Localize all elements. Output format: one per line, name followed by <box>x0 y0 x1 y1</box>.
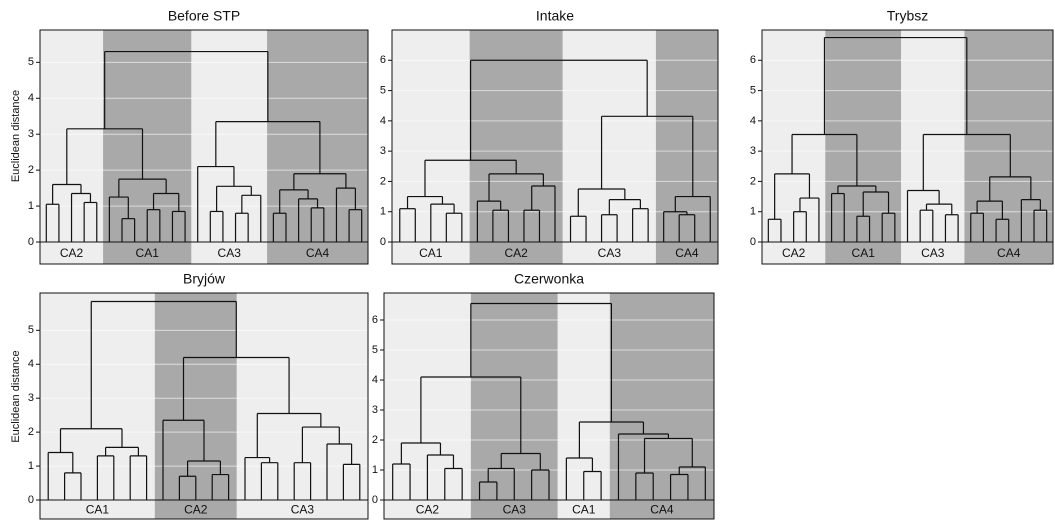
cluster-label: CA3 <box>921 246 945 260</box>
y-tick-label: 4 <box>380 115 386 127</box>
cluster-label: CA3 <box>291 503 315 517</box>
y-tick-label: 0 <box>28 494 34 506</box>
y-tick-label: 2 <box>750 175 756 187</box>
y-tick-label: 2 <box>28 164 34 176</box>
y-tick-label: 0 <box>750 236 756 248</box>
y-tick-label: 1 <box>750 206 756 218</box>
y-tick-label: 3 <box>28 392 34 404</box>
cluster-label: CA2 <box>505 246 529 260</box>
cluster-band <box>609 293 714 519</box>
cluster-label: CA1 <box>86 503 110 517</box>
y-tick-label: 5 <box>380 84 386 96</box>
y-tick-label: 3 <box>372 404 378 416</box>
cluster-band <box>655 30 718 264</box>
chart-title: Czerwonka <box>514 271 584 287</box>
plot-frame <box>761 29 1054 265</box>
y-axis-label: Euclidean distance <box>10 90 22 182</box>
y-tick-label: 2 <box>380 175 386 187</box>
cluster-label: CA2 <box>60 246 84 260</box>
cluster-label: CA1 <box>852 246 876 260</box>
cluster-label: CA2 <box>416 503 440 517</box>
y-tick-label: 5 <box>28 324 34 336</box>
cluster-label: CA3 <box>503 503 527 517</box>
cluster-label: CA4 <box>675 246 699 260</box>
plot-frame <box>383 292 715 520</box>
y-axis-label: Euclidean distance <box>10 350 22 442</box>
y-tick-label: 1 <box>28 200 34 212</box>
cluster-label: CA3 <box>218 246 242 260</box>
cluster-band <box>191 30 268 264</box>
y-tick-label: 4 <box>28 358 34 370</box>
plot-frame <box>39 292 369 520</box>
cluster-label: CA4 <box>997 246 1021 260</box>
plot-frame <box>39 29 369 265</box>
y-tick-label: 4 <box>372 374 378 386</box>
cluster-label: CA4 <box>306 246 330 260</box>
cluster-band <box>267 30 368 264</box>
y-tick-label: 0 <box>372 494 378 506</box>
y-tick-label: 2 <box>372 434 378 446</box>
chart-title: Bryjów <box>183 271 226 287</box>
y-tick-label: 1 <box>380 206 386 218</box>
chart-title: Intake <box>536 8 574 24</box>
cluster-band <box>562 30 656 264</box>
cluster-band <box>825 30 902 264</box>
y-tick-label: 0 <box>28 236 34 248</box>
y-tick-label: 2 <box>28 426 34 438</box>
cluster-label: CA2 <box>184 503 208 517</box>
y-tick-label: 0 <box>380 236 386 248</box>
cluster-band <box>469 30 563 264</box>
y-tick-label: 1 <box>28 460 34 472</box>
y-tick-label: 3 <box>750 145 756 157</box>
y-tick-label: 5 <box>750 84 756 96</box>
y-tick-label: 1 <box>372 464 378 476</box>
y-tick-label: 6 <box>750 54 756 66</box>
cluster-label: CA4 <box>650 503 674 517</box>
chart-title: Before STP <box>168 8 240 24</box>
y-tick-label: 4 <box>750 115 756 127</box>
cluster-label: CA3 <box>598 246 622 260</box>
y-tick-label: 5 <box>28 56 34 68</box>
chart-title: Trybsz <box>887 8 928 24</box>
cluster-label: CA1 <box>136 246 160 260</box>
y-tick-label: 4 <box>28 92 34 104</box>
y-tick-label: 3 <box>28 128 34 140</box>
plot-frame <box>391 29 719 265</box>
cluster-label: CA1 <box>572 503 596 517</box>
cluster-label: CA2 <box>782 246 806 260</box>
y-tick-label: 5 <box>372 344 378 356</box>
cluster-band <box>236 293 368 519</box>
cluster-label: CA1 <box>419 246 443 260</box>
y-tick-label: 3 <box>380 145 386 157</box>
y-tick-label: 6 <box>380 54 386 66</box>
y-tick-label: 6 <box>372 314 378 326</box>
